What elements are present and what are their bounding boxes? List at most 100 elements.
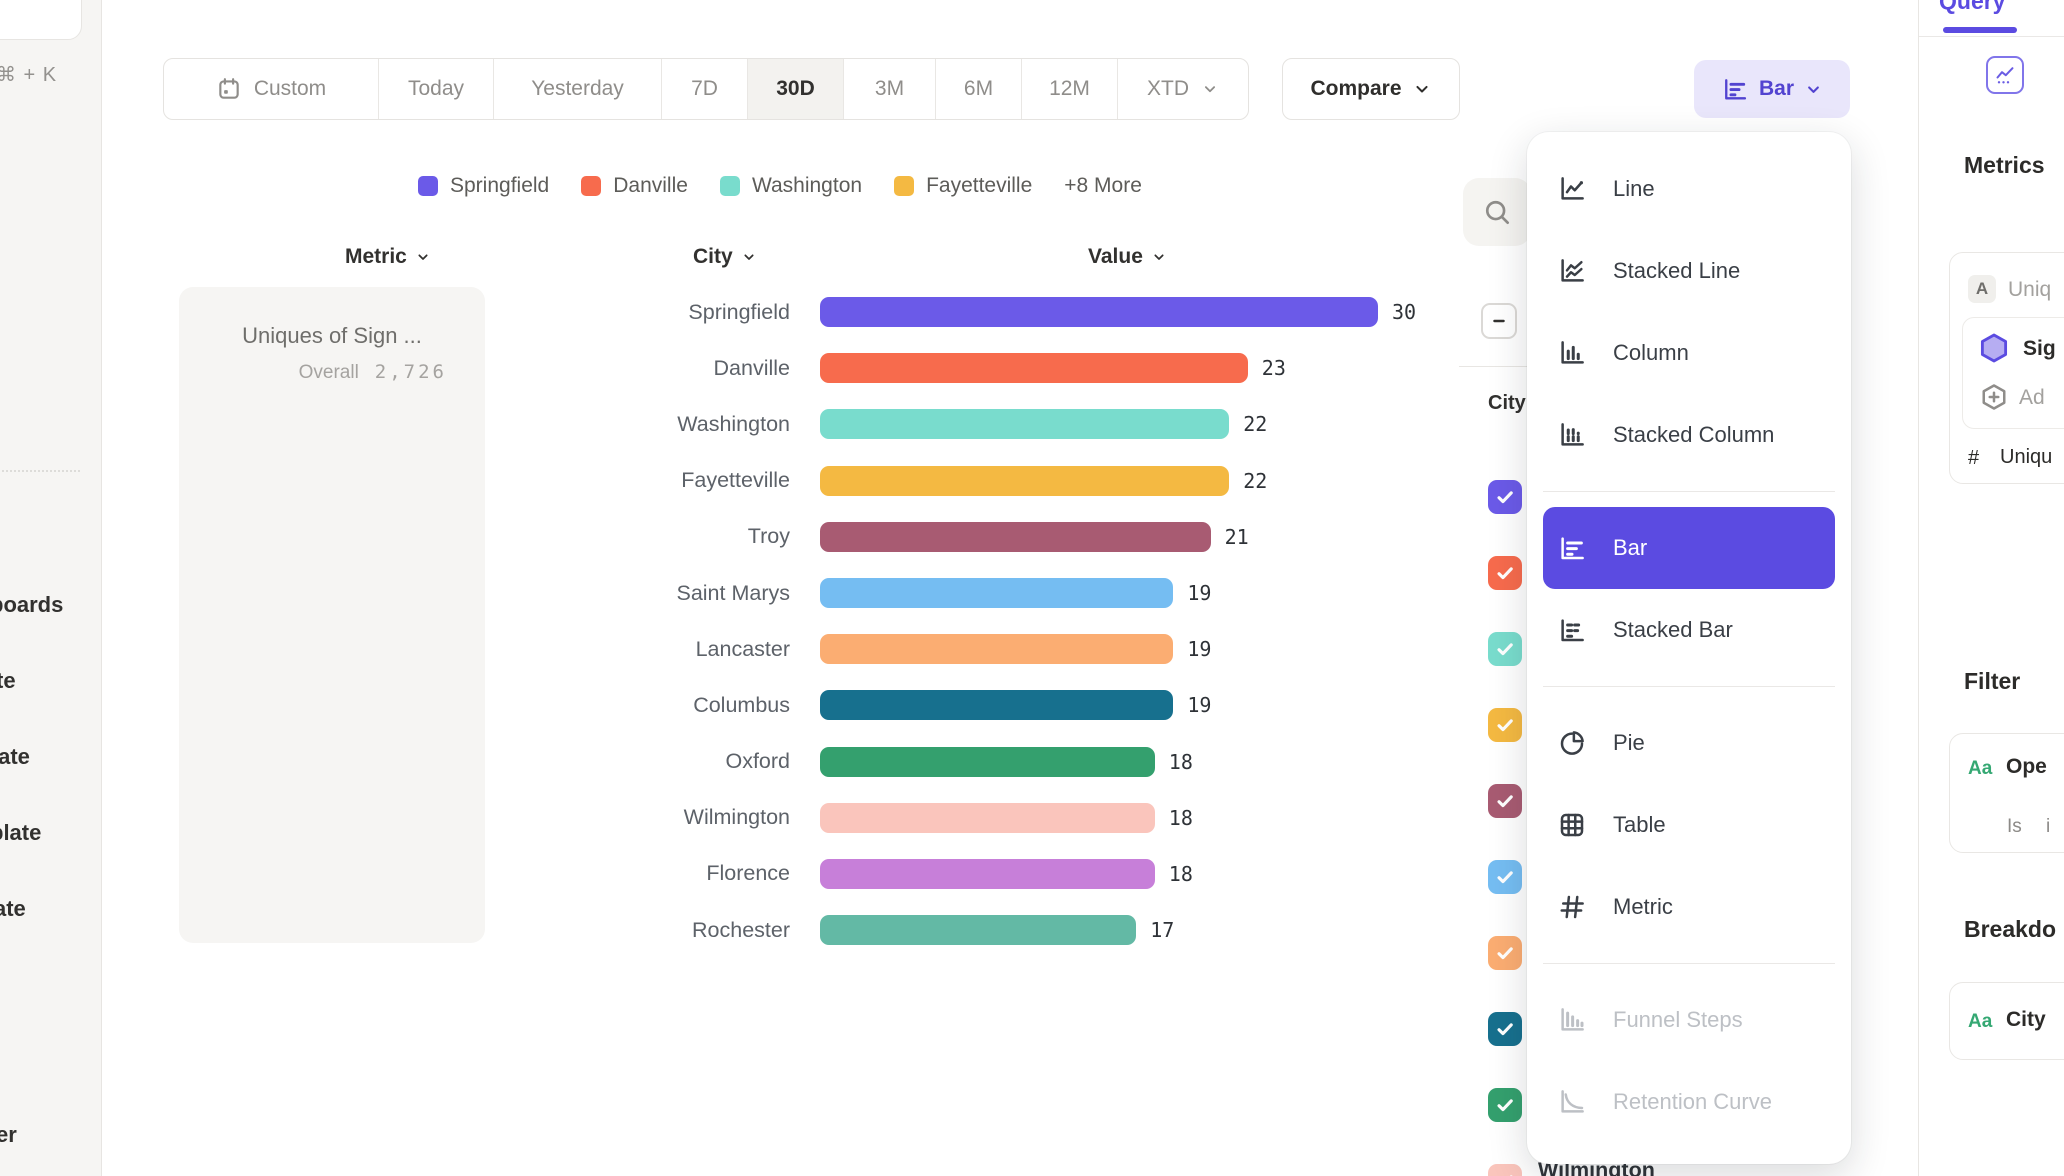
sidebar-item-boards[interactable]: boards <box>0 592 64 617</box>
menu-item-table[interactable]: Table <box>1527 784 1851 866</box>
sidebar-item-plate[interactable]: plate <box>0 820 42 845</box>
chart-type-button[interactable]: Bar <box>1694 60 1850 118</box>
range-3m[interactable]: 3M <box>844 59 936 119</box>
chart-row-saint-marys: Saint Marys 19 <box>500 565 1416 621</box>
chevron-down-icon <box>1804 80 1823 99</box>
bar-label: Oxford <box>725 749 790 774</box>
tabbar-border <box>1919 36 2064 37</box>
column-header-city[interactable]: City <box>693 245 757 269</box>
bar-value: 22 <box>1243 412 1268 437</box>
legend-item-springfield[interactable]: Springfield <box>418 174 549 198</box>
series-checkbox[interactable] <box>1488 632 1522 666</box>
bar-value: 18 <box>1168 749 1193 774</box>
hexagon-plus-icon <box>1979 382 2009 412</box>
range-label: 30D <box>776 77 815 100</box>
column-header-metric-label: Metric <box>345 245 407 268</box>
bar[interactable] <box>820 465 1230 496</box>
series-checkbox[interactable] <box>1488 860 1522 894</box>
bar[interactable] <box>820 521 1211 552</box>
range-custom[interactable]: Custom <box>164 59 379 119</box>
bar[interactable] <box>820 353 1248 384</box>
menu-item-stacked-bar[interactable]: Stacked Bar <box>1527 589 1851 671</box>
range-7d[interactable]: 7D <box>662 59 748 119</box>
chart-row-fayetteville: Fayetteville 22 <box>500 453 1416 509</box>
stacked-line-chart-icon <box>1557 256 1587 286</box>
bar-value: 19 <box>1187 637 1212 662</box>
series-checkbox[interactable] <box>1488 936 1522 970</box>
add-event-label[interactable]: Ad <box>2019 386 2045 409</box>
breakdown-card[interactable]: Aa City <box>1949 982 2064 1060</box>
menu-item-line[interactable]: Line <box>1527 148 1851 230</box>
bar[interactable] <box>820 409 1230 440</box>
legend-item-washington[interactable]: Washington <box>719 174 862 198</box>
select-all-checkbox[interactable] <box>1481 303 1517 339</box>
column-header-value-label: Value <box>1088 245 1143 268</box>
sidebar-item-bottom[interactable]: er <box>0 1122 17 1147</box>
menu-item-metric[interactable]: Metric <box>1527 866 1851 948</box>
bar[interactable] <box>820 690 1174 721</box>
bar[interactable] <box>820 802 1155 833</box>
sidebar-divider <box>2 470 80 472</box>
bar-label: Saint Marys <box>676 580 790 605</box>
metric-card[interactable]: A Uniq Sig Ad # Uniqu <box>1949 252 2064 484</box>
sidebar-item-late[interactable]: late <box>0 744 30 769</box>
calendar-icon <box>216 76 242 102</box>
series-checkbox[interactable] <box>1488 1164 1522 1176</box>
sidebar-item-te[interactable]: te <box>0 668 16 693</box>
range-30d[interactable]: 30D <box>748 59 844 119</box>
legend-item-fayetteville[interactable]: Fayetteville <box>894 174 1032 198</box>
filter-operator[interactable]: Is <box>2007 816 2022 837</box>
pie-chart-icon <box>1557 728 1587 758</box>
filter-card[interactable]: Aa Ope Is i <box>1949 733 2064 853</box>
menu-item-label: Stacked Column <box>1613 422 1775 447</box>
chart-row-springfield: Springfield 30 <box>500 284 1416 340</box>
series-checkbox[interactable] <box>1488 556 1522 590</box>
bar[interactable] <box>820 297 1378 328</box>
menu-item-label: Line <box>1613 176 1655 201</box>
menu-item-pie[interactable]: Pie <box>1527 702 1851 784</box>
metric-panel[interactable]: Uniques of Sign ... Overall 2,726 <box>179 287 485 943</box>
series-search-button[interactable] <box>1463 178 1531 246</box>
menu-item-label: Metric <box>1613 894 1673 919</box>
menu-item-stacked-column[interactable]: Stacked Column <box>1527 394 1851 476</box>
bar[interactable] <box>820 578 1174 609</box>
bar[interactable] <box>820 746 1155 777</box>
range-xtd[interactable]: XTD <box>1118 59 1248 119</box>
menu-item-bar[interactable]: Bar <box>1543 507 1835 589</box>
series-checkbox[interactable] <box>1488 1088 1522 1122</box>
tab-query[interactable]: Query <box>1939 0 2006 14</box>
compare-button[interactable]: Compare <box>1282 58 1460 120</box>
sidebar-item-ate[interactable]: ate <box>0 896 26 921</box>
menu-item-column[interactable]: Column <box>1527 312 1851 394</box>
property-type-badge: Aa <box>1968 1011 1993 1032</box>
column-header-value[interactable]: Value <box>1088 245 1167 269</box>
sidebar-search-box[interactable] <box>0 0 82 40</box>
legend-more[interactable]: +8 More <box>1064 174 1142 197</box>
range-12m[interactable]: 12M <box>1022 59 1118 119</box>
bar-label: Springfield <box>688 299 790 324</box>
range-label: XTD <box>1147 77 1189 100</box>
range-yesterday[interactable]: Yesterday <box>494 59 662 119</box>
chart-type-label: Bar <box>1758 77 1795 100</box>
event-card[interactable]: Sig Ad <box>1962 317 2064 429</box>
breakdown-heading: Breakdo <box>1964 916 2057 942</box>
range-today[interactable]: Today <box>379 59 494 119</box>
bar[interactable] <box>820 634 1174 665</box>
series-checkbox[interactable] <box>1488 480 1522 514</box>
visualization-button[interactable] <box>1986 56 2024 94</box>
overall-label: Overall <box>298 362 359 383</box>
menu-item-stacked-line[interactable]: Stacked Line <box>1527 230 1851 312</box>
bar[interactable] <box>820 915 1137 946</box>
column-header-city-label: City <box>693 245 733 268</box>
range-6m[interactable]: 6M <box>936 59 1022 119</box>
legend-item-danville[interactable]: Danville <box>581 174 688 198</box>
bar[interactable] <box>820 858 1155 889</box>
column-header-metric[interactable]: Metric <box>345 245 431 269</box>
series-checkbox[interactable] <box>1488 708 1522 742</box>
series-checkbox[interactable] <box>1488 1012 1522 1046</box>
filter-operator-value[interactable]: i <box>2046 816 2051 837</box>
chart-row-lancaster: Lancaster 19 <box>500 621 1416 677</box>
series-checkbox[interactable] <box>1488 784 1522 818</box>
menu-item-label: Pie <box>1613 730 1645 755</box>
